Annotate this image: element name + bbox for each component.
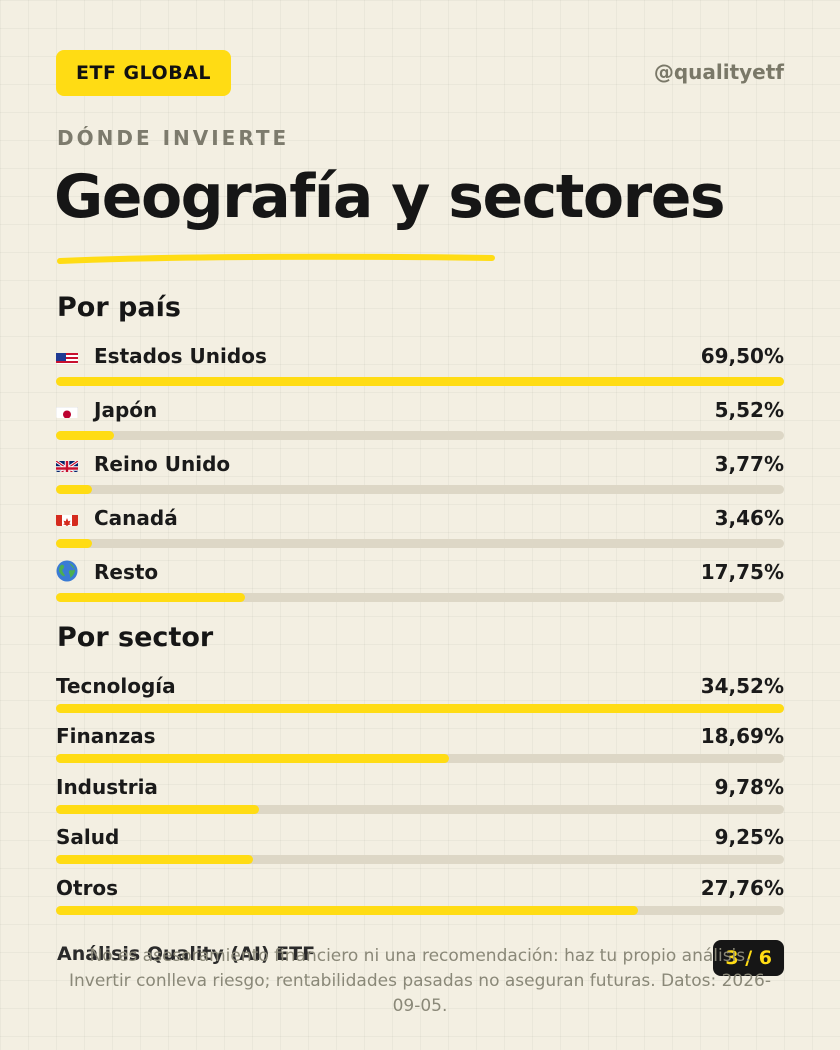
- disclaimer-text: No es asesoramiento financiero ni una re…: [69, 946, 771, 1016]
- sector-bar: [56, 906, 784, 915]
- sector-bar: [56, 855, 784, 864]
- country-row-canada: Canadá 3,46%: [56, 506, 784, 548]
- country-value: 3,46%: [714, 506, 784, 530]
- sector-label: Finanzas: [56, 724, 156, 748]
- etf-global-badge: ETF GLOBAL: [56, 50, 232, 96]
- sector-value: 9,78%: [714, 775, 784, 799]
- sector-label: Otros: [56, 876, 119, 900]
- country-row-uk: Reino Unido 3,77%: [56, 452, 784, 494]
- sector-bar: [56, 805, 784, 814]
- uk-flag-icon: [56, 457, 78, 472]
- country-label: Estados Unidos: [94, 344, 267, 368]
- sector-label: Tecnología: [56, 674, 176, 698]
- country-bar: [56, 485, 784, 494]
- sector-row-health: Salud 9,25%: [56, 825, 784, 864]
- sector-label: Industria: [56, 775, 158, 799]
- sector-value: 9,25%: [714, 825, 784, 849]
- country-bar: [56, 431, 784, 440]
- canada-flag-icon: [56, 511, 78, 526]
- sector-label: Salud: [56, 825, 120, 849]
- japan-flag-icon: [56, 403, 78, 418]
- country-row-rest: Resto 17,75%: [56, 560, 784, 602]
- section-kicker: DÓNDE INVIERTE: [57, 126, 290, 150]
- country-label: Japón: [94, 398, 158, 422]
- globe-icon: [56, 560, 78, 582]
- country-value: 69,50%: [700, 344, 784, 368]
- country-bar: [56, 377, 784, 386]
- country-label: Reino Unido: [94, 452, 231, 476]
- country-value: 3,77%: [714, 452, 784, 476]
- sector-value: 18,69%: [700, 724, 784, 748]
- page-indicator: 3 / 6: [713, 940, 784, 976]
- sector-row-industry: Industria 9,78%: [56, 775, 784, 814]
- countries-section-title: Por país: [57, 292, 181, 323]
- page-title: Geografía y sectores: [54, 162, 726, 232]
- us-flag-icon: [56, 349, 78, 364]
- country-row-japan: Japón 5,52%: [56, 398, 784, 440]
- title-underline: [57, 253, 495, 264]
- sector-row-technology: Tecnología 34,52%: [56, 674, 784, 713]
- country-bar: [56, 539, 784, 548]
- sector-bar: [56, 754, 784, 763]
- country-value: 17,75%: [700, 560, 784, 584]
- sector-value: 34,52%: [700, 674, 784, 698]
- footer-brand: Análisis Quality (AI) ETF: [57, 943, 316, 965]
- sector-row-others: Otros 27,76%: [56, 876, 784, 915]
- sectors-section-title: Por sector: [57, 622, 214, 653]
- country-row-us: Estados Unidos 69,50%: [56, 344, 784, 386]
- country-label: Resto: [94, 560, 159, 584]
- account-handle[interactable]: @qualityetf: [653, 60, 784, 84]
- country-label: Canadá: [94, 506, 178, 530]
- country-value: 5,52%: [714, 398, 784, 422]
- sector-value: 27,76%: [700, 876, 784, 900]
- country-bar: [56, 593, 784, 602]
- sector-bar: [56, 704, 784, 713]
- sector-row-finance: Finanzas 18,69%: [56, 724, 784, 763]
